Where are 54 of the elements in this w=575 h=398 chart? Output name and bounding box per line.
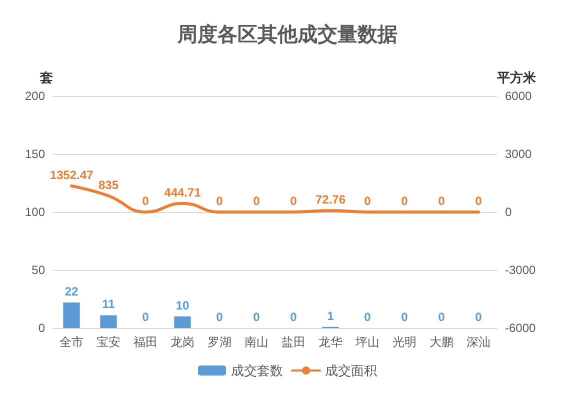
chart-title: 周度各区其他成交量数据 xyxy=(176,23,398,46)
data-label: 0 xyxy=(438,310,446,324)
y-tick-label: 50 xyxy=(32,263,46,277)
bar xyxy=(63,302,80,328)
data-label: 22 xyxy=(64,284,78,298)
x-tick-label: 全市 xyxy=(60,335,84,349)
data-label: 11 xyxy=(102,297,116,312)
data-label: 0 xyxy=(290,194,298,208)
data-label: 1352.47 xyxy=(50,168,94,182)
y2-tick-label: -3000 xyxy=(505,263,536,277)
data-label: 0 xyxy=(401,194,408,208)
y-tick-label: 0 xyxy=(38,321,46,335)
y-axis-title: 套 xyxy=(39,70,53,85)
data-label: 0 xyxy=(364,310,372,324)
data-label: 10 xyxy=(176,298,190,312)
legend-label: 成交套数 xyxy=(231,363,283,378)
y2-tick-label: 3000 xyxy=(505,147,532,161)
data-label: 0 xyxy=(142,310,150,324)
x-tick-label: 宝安 xyxy=(96,335,120,349)
data-label: 0 xyxy=(475,310,482,324)
data-label: 0 xyxy=(216,194,224,208)
x-tick-label: 坪山 xyxy=(354,335,380,349)
y-tick-label: 200 xyxy=(24,89,46,103)
bar xyxy=(100,315,117,328)
data-label: 1 xyxy=(327,308,334,323)
y2-tick-label: 6000 xyxy=(505,89,532,103)
x-tick-label: 福田 xyxy=(134,335,158,349)
data-label: 72.76 xyxy=(315,192,346,207)
x-tick-label: 盐田 xyxy=(282,335,306,349)
x-tick-label: 罗湖 xyxy=(208,335,232,349)
y2-tick-label: -6000 xyxy=(505,321,536,335)
x-tick-label: 龙华 xyxy=(318,335,342,349)
x-tick-label: 光明 xyxy=(392,335,416,349)
data-label: 0 xyxy=(475,194,482,208)
x-tick-label: 大鹏 xyxy=(430,335,454,349)
data-label: 0 xyxy=(401,310,408,324)
data-label: 444.71 xyxy=(164,185,202,200)
legend-label: 成交面积 xyxy=(325,363,377,378)
data-label: 0 xyxy=(253,310,260,324)
y2-tick-label: 0 xyxy=(505,205,512,219)
data-label: 835 xyxy=(98,178,119,192)
x-tick-label: 龙岗 xyxy=(170,335,194,349)
data-label: 0 xyxy=(253,194,260,208)
data-label: 0 xyxy=(290,310,298,324)
data-label: 0 xyxy=(142,194,150,208)
x-tick-label: 南山 xyxy=(244,335,268,349)
data-label: 0 xyxy=(438,194,446,208)
data-label: 0 xyxy=(216,310,224,324)
data-label: 0 xyxy=(364,194,372,208)
y-tick-label: 150 xyxy=(24,147,46,161)
y-tick-label: 100 xyxy=(24,205,46,219)
y2-axis-title: 平方米 xyxy=(496,70,537,85)
x-tick-label: 深汕 xyxy=(466,335,490,349)
bar xyxy=(174,316,191,328)
